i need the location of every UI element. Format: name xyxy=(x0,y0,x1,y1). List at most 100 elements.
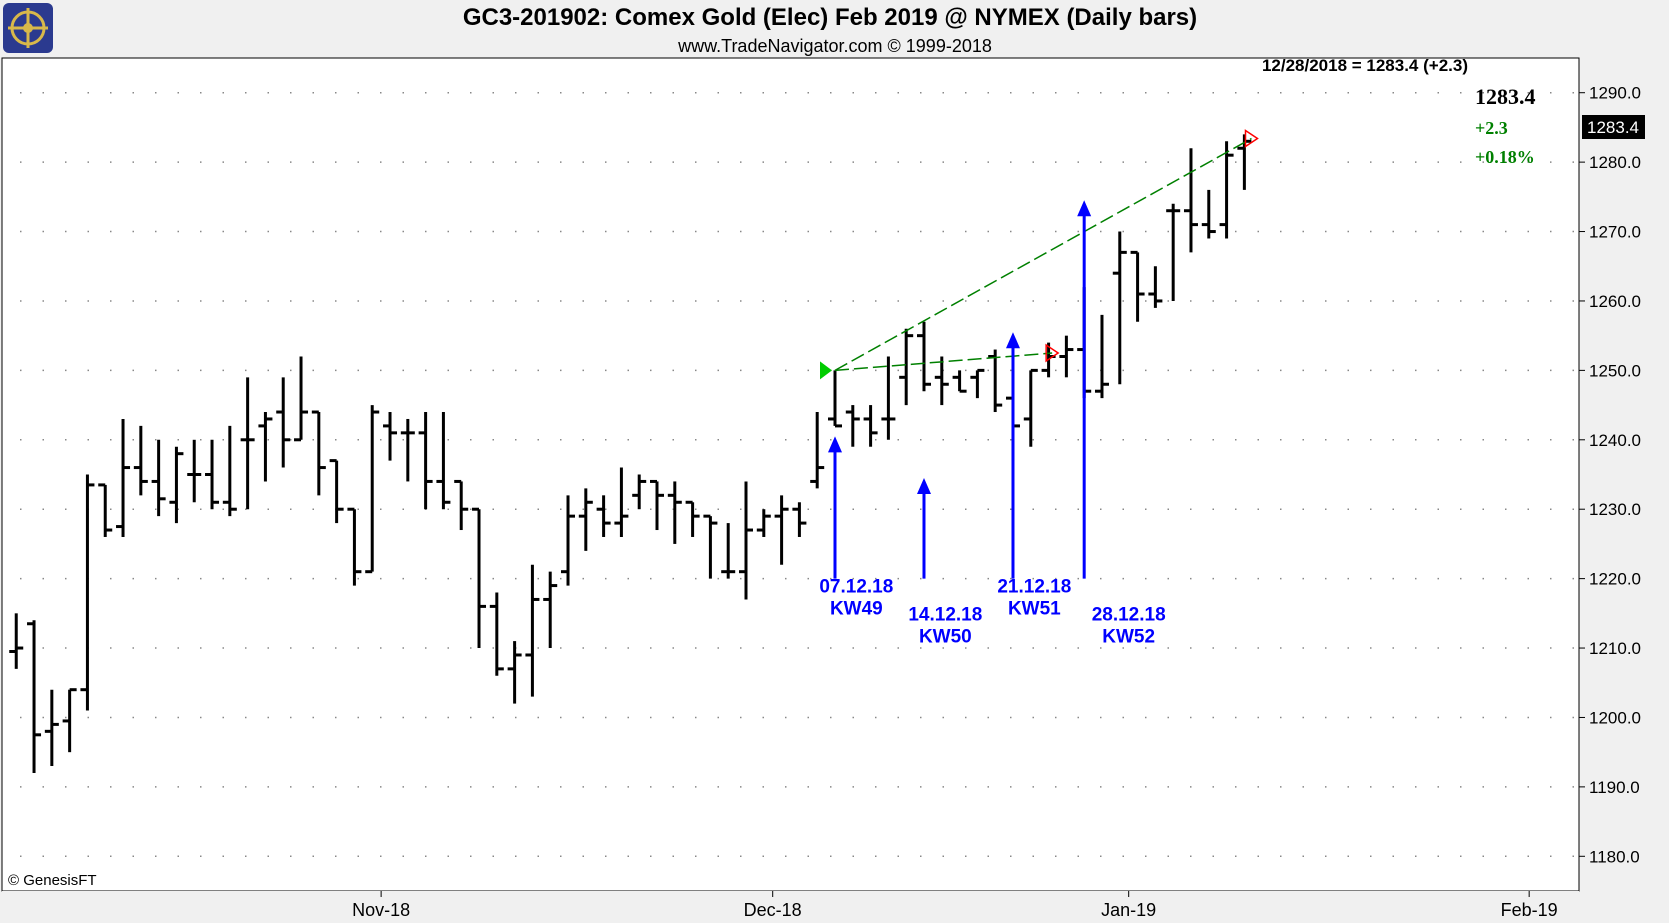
ohlc-bar xyxy=(863,405,878,447)
ohlc-bar xyxy=(916,321,931,392)
x-axis: Nov-18 Dec-18 Jan-19 Feb-19 xyxy=(352,891,1558,920)
ohlc-bar xyxy=(988,349,1003,413)
week-date-label: 28.12.18 xyxy=(1092,604,1166,625)
ohlc-bar xyxy=(934,356,949,406)
ohlc-bar xyxy=(169,446,184,524)
x-tick-label: Nov-18 xyxy=(352,900,410,920)
ohlc-bar xyxy=(418,412,433,510)
ohlc-bar xyxy=(792,502,807,537)
chart-title: GC3-201902: Comex Gold (Elec) Feb 2019 @… xyxy=(463,4,1197,31)
exit-marker xyxy=(1045,343,1060,363)
ohlc-bar xyxy=(756,509,771,537)
ohlc-bar xyxy=(1219,141,1234,239)
ohlc-bar xyxy=(721,523,736,579)
ohlc-bar xyxy=(525,564,540,697)
trade-lines xyxy=(819,129,1259,380)
ohlc-bar xyxy=(294,356,309,442)
ohlc-bar xyxy=(222,425,237,517)
plot-area xyxy=(1,57,1580,892)
ohlc-bar xyxy=(1023,368,1038,447)
y-tick-label: 1280.0 xyxy=(1589,153,1641,172)
week-date-label: 07.12.18 xyxy=(819,577,893,598)
y-tick-label: 1190.0 xyxy=(1589,778,1640,797)
ohlc-bar xyxy=(133,425,148,496)
ohlc-bar xyxy=(472,507,487,649)
ohlc-bar xyxy=(311,410,326,496)
last-price-tag: 1283.4 xyxy=(1582,115,1645,139)
ohlc-bar xyxy=(1112,231,1127,385)
ohlc-bar xyxy=(685,500,700,537)
price-change: +2.3 xyxy=(1475,118,1508,138)
ohlc-bar xyxy=(1183,148,1198,253)
ohlc-bar xyxy=(703,514,718,579)
x-tick-label: Dec-18 xyxy=(744,900,802,920)
week-arrow xyxy=(1077,200,1092,579)
y-tick-label: 1220.0 xyxy=(1589,570,1641,589)
ohlc-bar xyxy=(151,439,166,517)
ohlc-bar xyxy=(667,481,682,544)
ohlc-bar xyxy=(543,571,558,649)
ohlc-bar xyxy=(205,439,220,510)
ohlc-bar xyxy=(187,439,202,503)
week-number-label: KW49 xyxy=(830,599,883,620)
ohlc-bar xyxy=(632,474,647,510)
ohlc-bar xyxy=(27,620,42,773)
last-price-tag-text: 1283.4 xyxy=(1587,118,1639,137)
ohlc-bar xyxy=(1130,250,1145,322)
ohlc-bar xyxy=(561,495,576,586)
ohlc-bar xyxy=(810,412,825,489)
chart-subtitle: www.TradeNavigator.com © 1999-2018 xyxy=(677,36,992,56)
last-price-value: 1283.4 xyxy=(1475,84,1536,109)
ohlc-bar xyxy=(347,507,362,586)
ohlc-bar xyxy=(116,418,131,537)
week-date-label: 21.12.18 xyxy=(997,577,1071,598)
ohlc-bar xyxy=(44,689,59,767)
info-line: 12/28/2018 = 1283.4 (+2.3) xyxy=(1262,56,1468,75)
ohlc-bar xyxy=(970,368,985,399)
ohlc-bar xyxy=(489,592,504,676)
y-tick-label: 1210.0 xyxy=(1589,639,1641,658)
ohlc-bar xyxy=(329,459,344,524)
week-number-label: KW52 xyxy=(1102,626,1155,647)
ohlc-bar xyxy=(436,412,451,510)
trade-line xyxy=(834,352,1053,372)
trade-line xyxy=(834,137,1252,372)
ohlc-bar xyxy=(80,474,95,711)
week-arrow xyxy=(916,477,931,579)
ohlc-bar xyxy=(62,688,77,753)
y-tick-label: 1250.0 xyxy=(1589,361,1641,380)
entry-marker xyxy=(819,361,832,380)
y-tick-label: 1290.0 xyxy=(1589,84,1641,103)
x-tick-label: Jan-19 xyxy=(1101,900,1156,920)
x-tick-label: Feb-19 xyxy=(1501,900,1558,920)
price-change-percent: +0.18% xyxy=(1475,147,1535,167)
week-number-label: KW50 xyxy=(919,626,972,647)
ship-wheel-logo-icon xyxy=(3,3,53,53)
ohlc-bar xyxy=(1148,266,1163,308)
copyright-text: © GenesisFT xyxy=(8,872,97,889)
ohlc-bar xyxy=(881,356,896,440)
ohlc-bar xyxy=(454,479,469,531)
ohlc-bar xyxy=(507,641,522,704)
ohlc-bar xyxy=(240,377,255,510)
ohlc-bar xyxy=(899,328,914,406)
ohlc-bar xyxy=(845,405,860,447)
exit-marker xyxy=(1244,129,1259,148)
ohlc-bar xyxy=(1166,203,1181,301)
y-tick-label: 1270.0 xyxy=(1589,223,1641,242)
ohlc-bar xyxy=(1094,314,1109,399)
y-tick-label: 1200.0 xyxy=(1589,708,1641,727)
ohlc-bar xyxy=(1201,189,1216,239)
week-arrow xyxy=(1005,332,1020,579)
ohlc-bar xyxy=(774,495,789,565)
week-arrow xyxy=(827,436,842,579)
ohlc-bar xyxy=(9,613,24,669)
y-tick-label: 1260.0 xyxy=(1589,292,1641,311)
y-tick-label: 1240.0 xyxy=(1589,431,1641,450)
ohlc-bar xyxy=(258,412,273,482)
ohlc-bar xyxy=(276,377,291,468)
ohlc-bar xyxy=(98,483,113,537)
ohlc-bar xyxy=(365,405,380,574)
